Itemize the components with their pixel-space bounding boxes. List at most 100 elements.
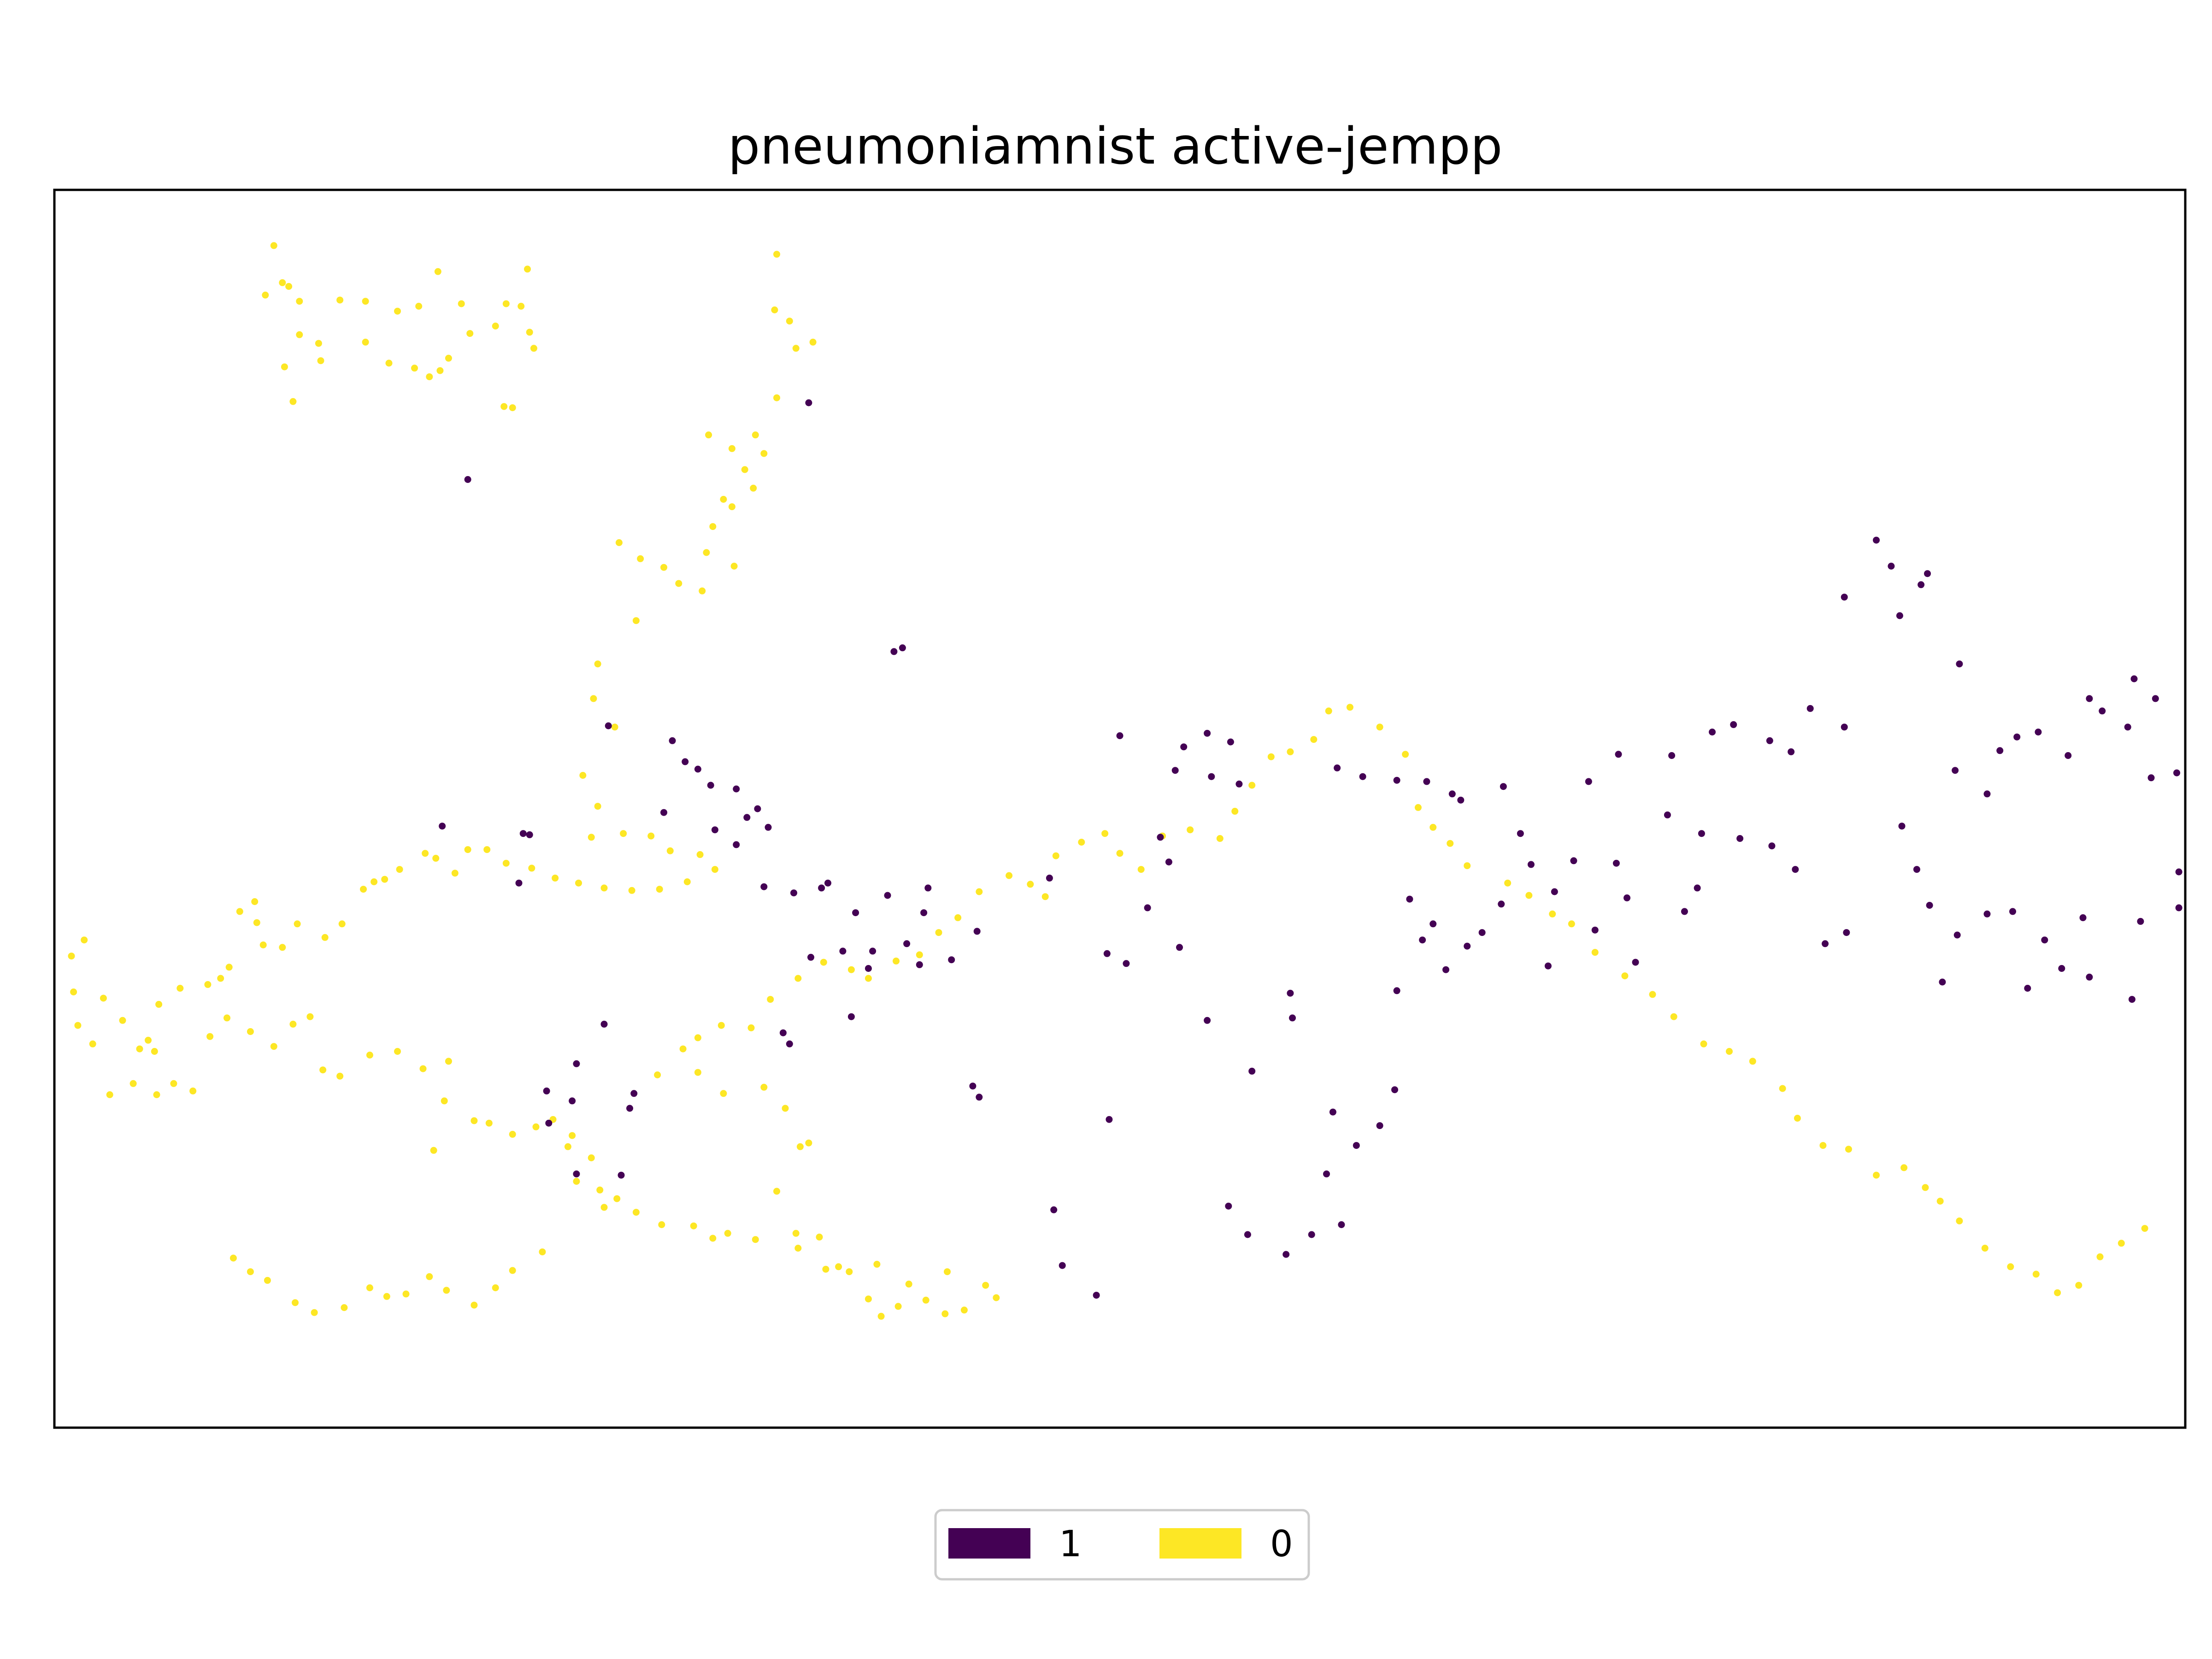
scatter-point-series-1-134: [626, 1105, 633, 1112]
scatter-point-series-0-193: [1248, 782, 1256, 789]
scatter-point-series-0-220: [1873, 1171, 1880, 1179]
scatter-point-series-0-206: [1525, 892, 1533, 899]
scatter-point-series-0-191: [1216, 835, 1224, 842]
scatter-point-series-1-129: [682, 758, 689, 765]
scatter-point-series-1-18: [1585, 778, 1592, 785]
scatter-point-series-0-7: [394, 307, 401, 315]
scatter-point-series-0-205: [1504, 879, 1512, 887]
scatter-point-series-1-142: [439, 823, 446, 830]
scatter-point-series-1-25: [1806, 705, 1814, 712]
scatter-point-series-0-146: [877, 1312, 885, 1320]
scatter-point-series-0-143: [822, 1265, 830, 1273]
scatter-point-series-0-179: [954, 914, 962, 921]
scatter-point-series-0-48: [699, 587, 706, 594]
scatter-point-series-1-45: [2152, 695, 2159, 702]
scatter-point-series-0-93: [176, 985, 184, 992]
scatter-point-series-0-109: [189, 1087, 197, 1094]
scatter-point-series-0-112: [247, 1028, 254, 1035]
scatter-point-series-0-231: [2118, 1240, 2125, 1247]
scatter-point-series-0-56: [611, 724, 618, 731]
scatter-point-series-1-43: [2130, 675, 2138, 682]
scatter-point-series-0-177: [916, 951, 923, 959]
scatter-point-series-0-11: [502, 300, 510, 307]
scatter-point-series-0-120: [419, 1065, 427, 1072]
scatter-point-series-1-116: [924, 884, 932, 892]
scatter-point-series-0-127: [532, 1123, 540, 1130]
scatter-point-series-1-126: [707, 782, 714, 789]
scatter-point-series-1-10: [1235, 780, 1243, 788]
scatter-point-series-1-23: [1766, 737, 1773, 744]
scatter-point-series-0-24: [315, 340, 322, 347]
scatter-point-series-1-121: [839, 947, 847, 955]
scatter-point-series-0-17: [466, 330, 474, 337]
scatter-point-series-0-162: [782, 1105, 789, 1112]
scatter-point-series-0-65: [683, 878, 691, 885]
scatter-point-series-0-180: [976, 888, 983, 895]
scatter-point-series-0-130: [569, 1132, 576, 1139]
scatter-point-series-0-18: [445, 354, 452, 362]
scatter-point-series-1-97: [1244, 1231, 1251, 1238]
scatter-point-series-0-148: [922, 1296, 930, 1304]
scatter-point-series-1-8: [1171, 767, 1179, 774]
scatter-point-series-0-83: [321, 934, 329, 941]
scatter-point-series-0-118: [366, 1052, 373, 1059]
scatter-point-series-0-13: [524, 265, 531, 273]
scatter-point-series-0-238: [341, 1304, 348, 1311]
scatter-point-series-0-176: [893, 957, 900, 965]
scatter-point-series-0-242: [426, 1273, 433, 1280]
scatter-point-series-1-22: [1730, 721, 1737, 728]
scatter-point-series-1-44: [2147, 774, 2155, 782]
scatter-point-series-1-140: [519, 830, 527, 837]
scatter-point-series-0-134: [600, 1204, 608, 1211]
scatter-point-series-0-129: [564, 1143, 571, 1150]
scatter-point-series-0-150: [960, 1306, 968, 1314]
scatter-point-series-0-151: [993, 1294, 1000, 1301]
scatter-point-series-1-135: [618, 1171, 625, 1179]
scatter-point-series-0-210: [1621, 972, 1629, 980]
scatter-point-series-0-92: [204, 981, 212, 988]
scatter-point-series-1-131: [605, 722, 612, 729]
scatter-point-series-1-30: [1918, 581, 1925, 588]
scatter-point-series-0-29: [500, 403, 508, 410]
scatter-point-series-1-120: [852, 909, 859, 917]
scatter-point-series-1-118: [903, 940, 911, 947]
scatter-point-series-1-125: [733, 785, 740, 793]
scatter-point-series-0-23: [362, 338, 369, 346]
scatter-point-series-0-187: [1116, 850, 1124, 857]
scatter-point-series-1-51: [2079, 914, 2087, 921]
scatter-point-series-1-77: [1551, 888, 1558, 895]
scatter-point-series-1-48: [2175, 904, 2183, 912]
scatter-point-series-0-67: [628, 887, 635, 894]
scatter-point-series-0-237: [311, 1309, 318, 1316]
scatter-point-series-0-226: [2007, 1263, 2014, 1271]
scatter-point-series-0-125: [485, 1119, 493, 1127]
scatter-point-series-0-2: [279, 279, 286, 286]
scatter-point-series-1-24: [1788, 748, 1795, 755]
scatter-point-series-0-97: [153, 1091, 160, 1098]
scatter-point-series-1-2: [899, 644, 906, 652]
scatter-point-series-0-57: [579, 772, 587, 779]
scatter-point-series-1-1: [464, 476, 471, 483]
scatter-point-series-0-60: [620, 830, 627, 837]
scatter-point-series-0-201: [1414, 804, 1422, 811]
scatter-point-series-1-86: [1419, 936, 1426, 944]
legend-swatch-series-1: [948, 1528, 1030, 1559]
scatter-point-series-0-86: [259, 941, 267, 948]
scatter-point-series-1-108: [1106, 1116, 1113, 1123]
scatter-point-series-1-3: [890, 648, 898, 655]
scatter-point-series-0-119: [394, 1048, 401, 1055]
scatter-point-series-0-49: [675, 580, 682, 587]
scatter-point-series-0-185: [1078, 839, 1085, 846]
scatter-point-series-1-138: [543, 1087, 550, 1094]
scatter-point-series-1-39: [2065, 752, 2072, 759]
scatter-point-series-1-136: [573, 1170, 580, 1177]
scatter-point-series-0-0: [270, 242, 277, 249]
scatter-point-series-1-61: [1913, 866, 1920, 873]
scatter-point-series-0-132: [573, 1178, 580, 1185]
scatter-point-series-0-40: [760, 450, 768, 457]
scatter-point-series-0-204: [1464, 862, 1471, 870]
scatter-point-series-1-139: [526, 831, 533, 838]
scatter-point-series-0-232: [2141, 1225, 2148, 1232]
scatter-point-series-0-61: [647, 832, 655, 840]
scatter-point-series-1-92: [1323, 1170, 1330, 1177]
